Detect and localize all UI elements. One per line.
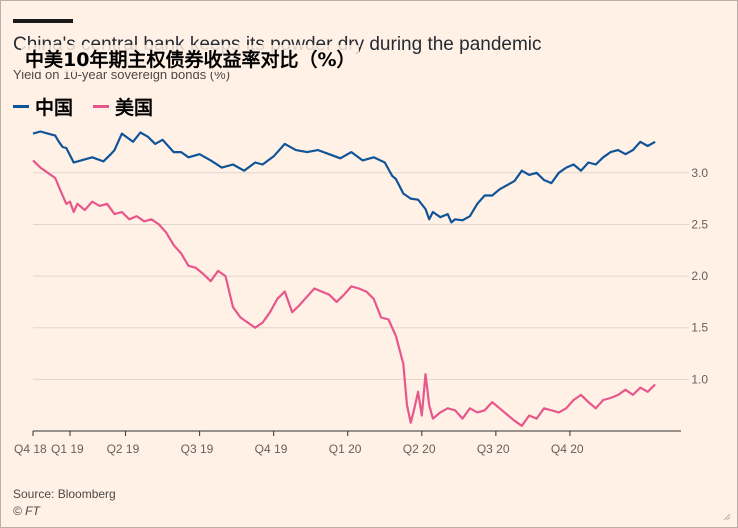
x-tick-label: Q4 18: [14, 442, 47, 456]
legend-swatch-china: [13, 105, 29, 108]
resize-corner-icon: [723, 513, 731, 521]
x-tick-label: Q4 20: [551, 442, 584, 456]
x-tick-label: Q2 20: [403, 442, 436, 456]
legend-item-china: 中国: [13, 93, 74, 120]
y-tick-label: 2.5: [691, 217, 708, 231]
legend-swatch-us: [93, 105, 110, 108]
source-note: Source: Bloomberg: [13, 487, 116, 501]
series-line-us: [32, 159, 656, 427]
legend: 中国 美国: [13, 93, 167, 120]
series-line-china: [32, 130, 656, 224]
x-tick-label: Q1 20: [329, 442, 362, 456]
line-chart: 1.0 1.5 2.0 2.5 3.0 Q4 18 Q1 19 Q2 19 Q3 19 Q4 19…: [14, 130, 708, 456]
y-tick-label: 2.0: [691, 269, 708, 283]
y-tick-label: 3.0: [691, 166, 708, 180]
x-tick-label: Q3 20: [477, 442, 510, 456]
chart-title: 中美10年期主权债券收益率对比（%）: [21, 45, 360, 72]
legend-label-china: 中国: [35, 97, 74, 119]
x-tick-label: Q4 19: [255, 442, 288, 456]
x-tick-label: Q3 19: [181, 442, 214, 456]
y-tick-label: 1.0: [691, 372, 708, 386]
x-tick-label: Q1 19: [51, 442, 84, 456]
legend-item-us: 美国: [93, 93, 154, 120]
title-accent-bar: [13, 19, 73, 23]
x-tick-label: Q2 19: [107, 442, 140, 456]
ft-logo: © FT: [13, 504, 40, 518]
y-tick-label: 1.5: [691, 321, 708, 335]
legend-label-us: 美国: [115, 97, 154, 119]
